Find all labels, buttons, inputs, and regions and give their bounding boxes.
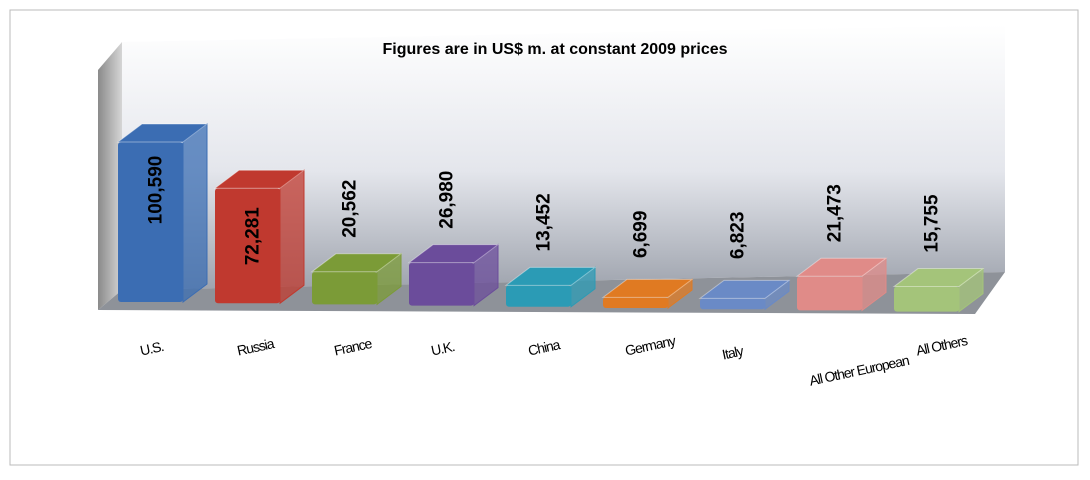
bar-top <box>407 244 500 264</box>
bar <box>797 276 862 311</box>
bar <box>312 271 377 305</box>
x-tick-label: U.S. <box>139 338 165 359</box>
value-label: 6,699 <box>631 211 652 259</box>
value-label: 13,452 <box>534 193 555 251</box>
bar-top <box>698 279 791 299</box>
x-tick-label: U.K. <box>430 338 456 359</box>
value-label: 100,590 <box>146 156 167 225</box>
bar <box>118 142 183 302</box>
bar-top <box>116 123 209 143</box>
x-tick-label: Russia <box>236 335 277 359</box>
bar <box>894 286 959 312</box>
bar-side <box>279 169 305 305</box>
chart-title: Figures are in US$ m. at constant 2009 p… <box>382 41 727 58</box>
bar-top <box>213 169 306 189</box>
back-wall <box>122 25 1005 290</box>
x-tick-label: France <box>333 335 374 359</box>
bar <box>215 188 280 304</box>
x-tick-label: Italy <box>721 342 746 362</box>
bar <box>409 262 474 306</box>
value-label: 21,473 <box>825 184 846 242</box>
bar-top <box>601 278 694 298</box>
value-label: 15,755 <box>922 194 943 253</box>
value-label: 26,980 <box>437 171 458 229</box>
side-wall <box>98 42 122 310</box>
value-label: 72,281 <box>243 207 264 266</box>
value-label: 20,562 <box>340 180 361 238</box>
bar <box>603 297 668 308</box>
bar <box>506 285 571 307</box>
bar-top <box>310 253 403 273</box>
bar-top <box>795 257 888 277</box>
bar-top <box>504 266 597 286</box>
bar-top <box>892 268 985 288</box>
x-tick-label: China <box>527 336 562 358</box>
bar <box>700 298 765 310</box>
value-label: 6,823 <box>728 212 749 260</box>
bar-side <box>182 123 208 303</box>
